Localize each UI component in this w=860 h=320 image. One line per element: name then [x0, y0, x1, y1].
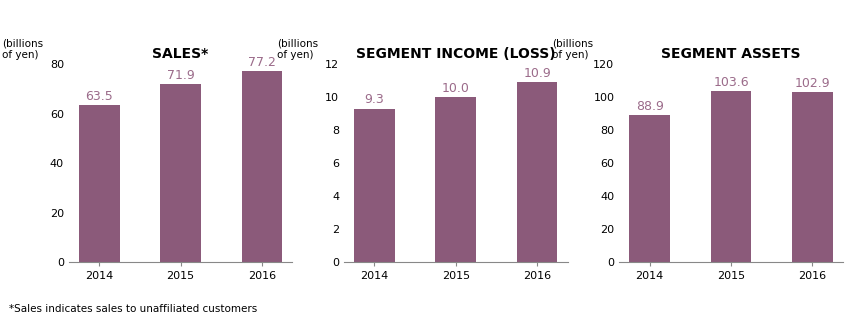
Bar	[160, 84, 201, 262]
Text: 77.2: 77.2	[248, 56, 276, 68]
Bar	[435, 97, 476, 262]
Text: (billions
of yen): (billions of yen)	[552, 38, 593, 60]
Text: 88.9: 88.9	[636, 100, 664, 113]
Text: 63.5: 63.5	[85, 90, 114, 102]
Text: 71.9: 71.9	[167, 69, 194, 82]
Text: 103.6: 103.6	[713, 76, 749, 89]
Text: 10.9: 10.9	[523, 67, 551, 80]
Bar	[242, 71, 282, 262]
Title: SEGMENT ASSETS: SEGMENT ASSETS	[661, 47, 801, 61]
Text: *Sales indicates sales to unaffiliated customers: *Sales indicates sales to unaffiliated c…	[9, 304, 257, 314]
Bar	[517, 82, 557, 262]
Bar	[630, 116, 670, 262]
Text: 10.0: 10.0	[442, 82, 470, 95]
Bar	[79, 105, 120, 262]
Bar	[710, 91, 752, 262]
Bar	[792, 92, 832, 262]
Text: 9.3: 9.3	[365, 93, 384, 106]
Text: (billions
of yen): (billions of yen)	[2, 38, 43, 60]
Text: (billions
of yen): (billions of yen)	[277, 38, 318, 60]
Bar	[354, 109, 395, 262]
Title: SALES*: SALES*	[152, 47, 209, 61]
Text: 102.9: 102.9	[795, 77, 830, 90]
Title: SEGMENT INCOME (LOSS): SEGMENT INCOME (LOSS)	[356, 47, 556, 61]
